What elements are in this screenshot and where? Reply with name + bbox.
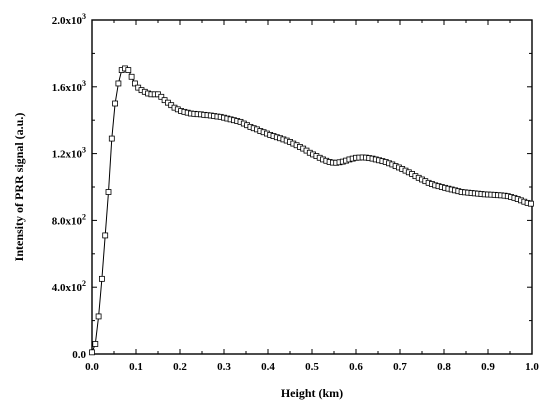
y-tick-exponent: 2 [82, 279, 86, 288]
y-axis-title: Intensity of PRR signal (a.u.) [12, 113, 26, 262]
x-tick-label: 0.9 [481, 361, 495, 373]
x-tick-label: 0.0 [85, 361, 99, 373]
data-point [158, 93, 165, 100]
y-tick-exponent: 3 [82, 12, 86, 21]
y-tick-mantissa: 0.0 [72, 349, 86, 361]
x-tick-label: 0.3 [217, 361, 231, 373]
data-point [131, 80, 138, 87]
data-point [105, 189, 112, 195]
x-axis: 0.0 0.1 0.2 0.3 0.4 0.5 0.6 0.7 0.8 0.9 1.0 [85, 20, 539, 373]
x-tick-label: 1.0 [525, 361, 539, 373]
y-tick-mantissa: 1.2x10 [52, 149, 83, 161]
data-point [125, 67, 132, 73]
plot-frame [91, 19, 533, 355]
x-tick-label: 0.7 [393, 361, 407, 373]
data-point [95, 313, 102, 320]
x-tick-label: 0.8 [437, 361, 451, 373]
series-line [91, 67, 532, 353]
y-tick-exponent: 3 [82, 146, 86, 155]
data-point [89, 349, 95, 356]
y-tick-label: 8.0x102 [52, 212, 86, 227]
y-tick-label: 1.2x103 [52, 146, 86, 161]
series-markers [89, 65, 534, 356]
y-tick-mantissa: 1.6x10 [52, 82, 83, 94]
y-tick-exponent: 2 [82, 212, 86, 221]
y-tick-mantissa: 4.0x10 [52, 282, 83, 294]
y-tick-label: 4.0x102 [52, 279, 86, 294]
data-point [99, 275, 105, 282]
y-tick-mantissa: 2.0x10 [52, 15, 83, 27]
data-point [102, 232, 109, 239]
x-tick-label: 0.5 [305, 361, 319, 373]
data-point [528, 200, 534, 207]
data-point [108, 135, 115, 142]
data-point [128, 73, 135, 80]
x-tick-label: 0.6 [349, 361, 363, 373]
data-point [115, 80, 122, 87]
x-tick-label: 0.4 [261, 361, 275, 373]
y-tick-label: 2.0x103 [52, 12, 86, 27]
y-tick-mantissa: 8.0x10 [52, 215, 83, 227]
x-tick-label: 0.1 [129, 361, 143, 373]
data-point [92, 341, 99, 347]
data-point [112, 100, 118, 107]
x-axis-title: Height (km) [281, 386, 343, 400]
x-tick-label: 0.2 [173, 361, 187, 373]
y-tick-label: 1.6x103 [52, 79, 86, 94]
y-tick-exponent: 3 [82, 79, 86, 88]
y-tick-label: 0.0 [72, 349, 86, 361]
